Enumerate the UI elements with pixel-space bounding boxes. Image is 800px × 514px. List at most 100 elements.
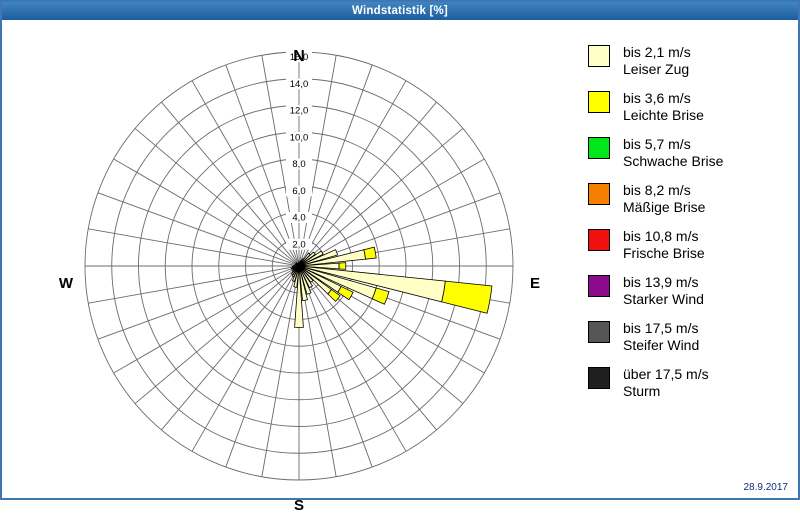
ring-label-backing [286,51,312,63]
grid-spoke [298,265,407,452]
grid-spoke [97,265,300,340]
legend-class-label: Schwache Brise [623,153,724,169]
legend-speed-label: bis 8,2 m/s [623,182,691,198]
grid-spoke [191,80,300,267]
legend-speed-label: bis 10,8 m/s [623,228,699,244]
grid-spoke [97,192,300,267]
grid-spoke [298,55,337,267]
legend-color-swatch [588,275,610,297]
wind-petal [294,265,304,328]
legend-speed-label: bis 2,1 m/s [623,44,691,60]
grid-spoke [298,158,485,267]
wind-rose-svg: 2,0 4,0 6,0 8,0 10,0 12,0 14,0 16,0 [84,51,514,481]
legend-item: bis 3,6 m/s Leichte Brise [588,90,794,124]
grid-spoke [134,265,300,404]
legend-item: bis 8,2 m/s Mäßige Brise [588,182,794,216]
wind-petal [298,250,324,267]
wind-petal [298,265,314,289]
legend-class-label: Starker Wind [623,291,704,307]
legend-class-label: Leiser Zug [623,61,690,77]
legend-label: bis 10,8 m/s Frische Brise [623,228,705,262]
ring-label: 6,0 [292,186,305,197]
grid-spoke [298,265,373,468]
legend-item: bis 17,5 m/s Steifer Wind [588,320,794,354]
ring-label: 10,0 [290,132,309,143]
grid-spoke [298,80,407,267]
legend-label: bis 17,5 m/s Steifer Wind [623,320,699,354]
wind-petal [298,265,312,295]
grid-spoke [88,265,300,304]
legend-label: bis 3,6 m/s Leichte Brise [623,90,704,124]
legend-speed-label: bis 17,5 m/s [623,320,699,336]
legend-item: bis 10,8 m/s Frische Brise [588,228,794,262]
legend-speed-label: über 17,5 m/s [623,366,709,382]
legend-color-swatch [588,183,610,205]
legend-label: bis 2,1 m/s Leiser Zug [623,44,691,78]
compass-north-label: N [293,48,305,65]
legend-class-label: Sturm [623,383,661,399]
grid-spoke [225,64,300,267]
legend-color-swatch [588,229,610,251]
grid-spoke [298,265,337,477]
ring-label-backing [286,185,312,197]
grid-spoke [298,101,437,267]
legend: bis 2,1 m/s Leiser Zug bis 3,6 m/s Leichte … [588,44,794,412]
legend-class-label: Steifer Wind [623,337,700,353]
grid-spoke [298,64,373,267]
legend-label: bis 13,9 m/s Starker Wind [623,274,704,308]
grid-spoke [225,265,300,468]
grid-spoke [88,228,300,267]
grid-spoke [161,265,300,431]
grid-spoke [261,55,300,267]
grid-spoke [298,128,464,267]
wind-petal [298,265,314,283]
wind-petal [337,285,354,301]
wind-petal [298,251,316,267]
wind-petal [363,246,377,260]
ring-label: 12,0 [290,106,309,117]
ring-label: 8,0 [292,159,305,170]
ring-label: 2,0 [292,239,305,250]
legend-item: bis 5,7 m/s Schwache Brise [588,136,794,170]
legend-item: über 17,5 m/s Sturm [588,366,794,400]
legend-class-label: Leichte Brise [623,107,704,123]
ring-label-backing [286,238,312,250]
legend-color-swatch [588,91,610,113]
grid-spoke [161,101,300,267]
wind-petal [338,262,347,270]
legend-color-swatch [588,137,610,159]
grid-spoke [113,158,300,267]
wind-rose-chart: 2,0 4,0 6,0 8,0 10,0 12,0 14,0 16,0 N E S W [2,20,572,514]
legend-label: bis 5,7 m/s Schwache Brise [623,136,723,170]
legend-speed-label: bis 5,7 m/s [623,136,691,152]
ring-label-backing [286,131,312,143]
window-title: Windstatistik [%] [352,5,448,17]
legend-label: bis 8,2 m/s Mäßige Brise [623,182,705,216]
legend-item: bis 2,1 m/s Leiser Zug [588,44,794,78]
ring-label-backing [286,212,312,223]
grid-spoke [261,265,300,477]
legend-item: bis 13,9 m/s Starker Wind [588,274,794,308]
titlebar: Windstatistik [%] [2,2,798,20]
date-label: 28.9.2017 [743,482,789,493]
legend-class-label: Frische Brise [623,245,705,261]
legend-color-swatch [588,45,610,67]
ring-label: 4,0 [292,213,305,224]
legend-label: über 17,5 m/s Sturm [623,366,709,400]
wind-petal [297,262,300,267]
legend-color-swatch [588,321,610,343]
legend-speed-label: bis 13,9 m/s [623,274,699,290]
legend-speed-label: bis 3,6 m/s [623,90,691,106]
grid-spoke [134,128,300,267]
wind-petal [298,265,308,302]
grid-spoke [191,265,300,452]
wind-petal [441,280,493,314]
wind-petal [298,249,339,267]
wind-petal [371,287,390,305]
grid-spoke [113,265,300,374]
ring-label-backing [286,158,312,170]
ring-label-backing [286,78,312,90]
compass-west-label: W [58,275,74,292]
ring-label: 14,0 [290,79,309,90]
